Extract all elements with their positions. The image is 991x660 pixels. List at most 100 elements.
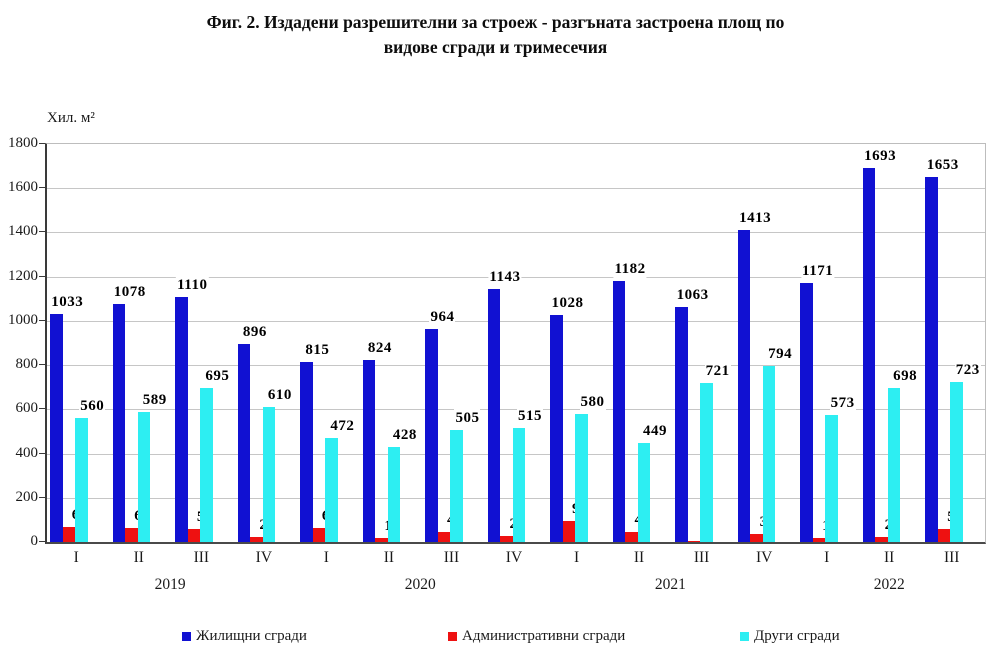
bar-value-Жилищни сгради-2021 II: 1182 (613, 259, 647, 278)
bar-value-Други сгради-2019 IV: 610 (266, 386, 293, 405)
legend-swatch-administrative-icon (448, 632, 457, 641)
bar-value-Жилищни сгради-2019 II: 1078 (112, 282, 147, 301)
bar-Други сгради-2020 I (325, 437, 338, 542)
y-tick-label-800: 800 (15, 356, 39, 373)
bar-Жилищни сгради-2021 III (675, 306, 688, 542)
x-label-quarter-12: IV (755, 549, 773, 566)
y-tick-mark-1400 (39, 231, 45, 233)
bar-Жилищни сгради-2021 I (550, 314, 563, 542)
bar-value-Жилищни сгради-2021 I: 1028 (550, 293, 585, 312)
bar-value-Други сгради-2020 II: 428 (391, 426, 418, 445)
bar-value-Други сгради-2019 II: 589 (141, 390, 168, 409)
plot-area: 1033 1078 1110 896 815 824 964 1143 1028 1182 1063… (45, 143, 986, 544)
gridline-1400 (47, 232, 985, 234)
legend-swatch-residential-icon (182, 632, 191, 641)
chart-legend: Жилищни сгради Административни сгради Др… (0, 628, 991, 650)
x-label-quarter-13: I (824, 549, 830, 566)
bar-value-Жилищни сгради-2022 II: 1693 (863, 146, 898, 165)
bar-Други сгради-2022 I (825, 415, 838, 542)
y-axis-unit-label: Хил. м² (47, 110, 95, 126)
bar-Жилищни сгради-2020 II (362, 359, 376, 542)
x-label-quarter-7: III (443, 549, 460, 566)
gridline-600 (47, 409, 985, 411)
legend-item-residential-buildings: Жилищни сгради (182, 628, 307, 645)
bar-value-Други сгради-2020 IV: 515 (516, 407, 543, 426)
bar-Административни сгради-2021 III (687, 540, 701, 542)
bar-value-Други сгради-2019 III: 695 (204, 367, 231, 386)
chart-title-line1: Фиг. 2. Издадени разрешителни за строеж … (206, 12, 785, 32)
bar-Жилищни сгради-2020 IV (487, 289, 501, 542)
y-tick-label-1000: 1000 (8, 311, 38, 328)
x-label-year-2021: 2021 (654, 576, 686, 593)
y-tick-label-1600: 1600 (8, 179, 38, 196)
y-tick-mark-0 (39, 541, 45, 542)
chart-title: Фиг. 2. Издадени разрешителни за строеж … (0, 10, 991, 61)
bar-Други сгради-2019 IV (262, 407, 276, 542)
bar-value-Други сгради-2021 III: 721 (704, 361, 731, 380)
y-tick-label-600: 600 (15, 400, 39, 417)
bar-Други сгради-2019 II (137, 411, 151, 542)
y-tick-mark-1800 (39, 143, 45, 144)
chart-title-line2: видове сгради и тримесечия (383, 37, 608, 58)
bar-Административни сгради-2021 I (562, 521, 576, 542)
legend-label-residential: Жилищни сгради (196, 628, 307, 644)
y-tick-label-0: 0 (30, 533, 39, 549)
bar-value-Други сгради-2021 I: 580 (579, 392, 606, 411)
y-tick-label-1200: 1200 (8, 267, 38, 284)
y-tick-mark-1000 (39, 319, 45, 321)
bar-Други сгради-2019 I (75, 418, 88, 542)
y-tick-mark-1600 (39, 187, 45, 189)
bar-Други сгради-2022 III (950, 382, 963, 542)
bar-Жилищни сгради-2019 I (50, 313, 63, 542)
bar-Жилищни сгради-2019 IV (237, 343, 251, 542)
bar-value-Жилищни сгради-2021 III: 1063 (675, 285, 710, 304)
y-tick-label-1800: 1800 (8, 135, 38, 151)
bar-Жилищни сгради-2020 I (300, 361, 313, 542)
y-tick-mark-600 (39, 408, 45, 410)
bar-value-Други сгради-2021 II: 449 (642, 421, 669, 440)
x-label-quarter-9: I (573, 549, 580, 566)
x-label-quarter-8: IV (505, 549, 523, 566)
x-label-quarter-1: I (73, 549, 79, 566)
y-tick-mark-200 (39, 496, 45, 498)
bar-value-Жилищни сгради-2020 II: 824 (366, 338, 393, 357)
bar-Други сгради-2020 IV (512, 428, 526, 542)
bar-value-Жилищни сгради-2019 IV: 896 (241, 322, 268, 341)
y-tick-label-400: 400 (15, 444, 39, 461)
bar-Жилищни сгради-2020 III (425, 328, 438, 542)
bar-Други сгради-2021 II (637, 442, 651, 542)
bar-value-Други сгради-2022 II: 698 (892, 366, 919, 385)
bar-Жилищни сгради-2019 III (175, 296, 188, 542)
bar-value-Жилищни сгради-2022 III: 1653 (925, 155, 960, 174)
bar-value-Други сгради-2022 I: 573 (829, 394, 856, 413)
legend-swatch-other-icon (740, 632, 749, 641)
gridline-800 (47, 365, 985, 367)
y-tick-label-200: 200 (15, 488, 39, 505)
bar-Административни сгради-2019 III (187, 529, 201, 542)
gridline-1000 (47, 320, 985, 322)
bar-Жилищни сгради-2022 II (862, 167, 876, 542)
bar-Жилищни сгради-2021 IV (737, 229, 751, 542)
x-label-quarter-6: II (383, 549, 395, 566)
bar-value-Жилищни сгради-2020 III: 964 (429, 307, 456, 326)
bar-value-Други сгради-2022 III: 723 (954, 361, 981, 380)
bar-value-Други сгради-2020 III: 505 (454, 409, 481, 428)
x-label-year-2020: 2020 (404, 576, 436, 593)
bar-value-Жилищни сгради-2021 IV: 1413 (738, 208, 773, 227)
x-label-quarter-3: III (193, 549, 210, 566)
gridline-1600 (47, 188, 985, 190)
bar-Други сгради-2021 III (700, 382, 713, 542)
x-label-quarter-15: III (943, 549, 960, 566)
bar-Административни сгради-2020 III (437, 531, 451, 542)
bar-Административни сгради-2020 I (312, 527, 326, 542)
bar-value-Жилищни сгради-2020 IV: 1143 (488, 268, 522, 287)
x-label-quarter-5: I (323, 549, 329, 566)
x-label-quarter-4: IV (255, 549, 273, 566)
bar-Административни сгради-2022 II (875, 536, 888, 542)
bar-value-Жилищни сгради-2019 I: 1033 (50, 292, 85, 311)
bar-Други сгради-2021 I (575, 413, 588, 542)
bar-Жилищни сгради-2022 I (800, 283, 813, 542)
bar-Административни сгради-2022 I (812, 538, 826, 542)
bar-value-Жилищни сгради-2019 III: 1110 (176, 275, 209, 294)
